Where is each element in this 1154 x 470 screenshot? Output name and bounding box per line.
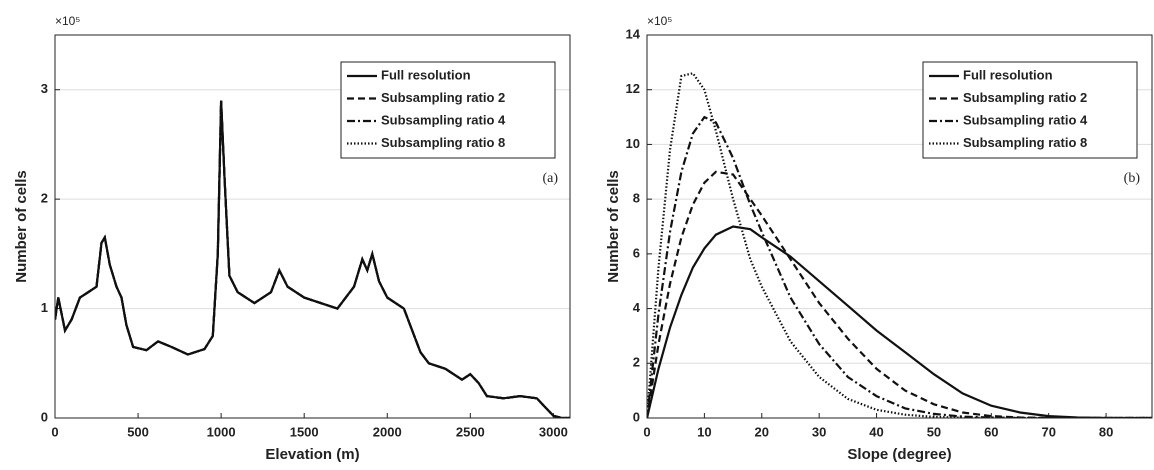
x-tick-label: 80 [1099, 424, 1113, 439]
legend-box [922, 61, 1138, 159]
series-line [55, 100, 570, 418]
axes-frame [54, 34, 571, 419]
y-tick-label: 0 [41, 409, 48, 424]
panel-label: (a) [542, 171, 558, 186]
legend-label: Full resolution [963, 67, 1053, 82]
legend-label: Subsampling ratio 4 [963, 112, 1088, 127]
legend-label: Full resolution [381, 67, 471, 82]
x-tick-label: 40 [869, 424, 883, 439]
x-tick-label: 30 [812, 424, 826, 439]
legend-label: Subsampling ratio 8 [963, 135, 1087, 150]
legend-label: Subsampling ratio 2 [963, 90, 1087, 105]
y-tick-label: 8 [633, 191, 640, 206]
x-tick-label: 500 [127, 424, 149, 439]
x-tick-label: 60 [984, 424, 998, 439]
y-tick-label: 1 [41, 300, 48, 315]
x-tick-label: 1000 [207, 424, 236, 439]
legend-label: Subsampling ratio 8 [381, 135, 505, 150]
y-axis-label: Number of cells [13, 170, 30, 283]
y-tick-label: 14 [626, 26, 641, 41]
y-tick-label: 2 [633, 355, 640, 370]
x-tick-label: 2500 [456, 424, 485, 439]
series-line [55, 100, 570, 418]
x-tick-label: 0 [643, 424, 650, 439]
x-tick-label: 3000 [539, 424, 568, 439]
x-tick-label: 1500 [290, 424, 319, 439]
series-line [647, 225, 1152, 418]
y-tick-label: 0 [633, 409, 640, 424]
y-tick-label: 6 [633, 245, 640, 260]
series-line [647, 115, 1152, 418]
x-axis-label: Elevation (m) [265, 446, 359, 463]
axes-frame [646, 34, 1153, 419]
y-tick-label: 4 [633, 300, 641, 315]
x-tick-label: 70 [1041, 424, 1055, 439]
panel-label: (b) [1124, 171, 1141, 186]
y-tick-label: 12 [626, 81, 640, 96]
legend-label: Subsampling ratio 2 [381, 90, 505, 105]
x-axis-label: Slope (degree) [847, 446, 951, 463]
y-axis-label: Number of cells [605, 170, 622, 283]
legend-box [340, 61, 556, 159]
y-multiplier: ×10⁵ [647, 14, 672, 28]
legend-label: Subsampling ratio 4 [381, 112, 506, 127]
x-tick-label: 0 [51, 424, 58, 439]
y-tick-label: 2 [41, 191, 48, 206]
x-tick-label: 2000 [373, 424, 402, 439]
x-tick-label: 50 [927, 424, 941, 439]
y-tick-label: 10 [626, 136, 640, 151]
y-multiplier: ×10⁵ [55, 14, 80, 28]
x-tick-label: 10 [697, 424, 711, 439]
x-tick-label: 20 [755, 424, 769, 439]
y-tick-label: 3 [41, 81, 48, 96]
